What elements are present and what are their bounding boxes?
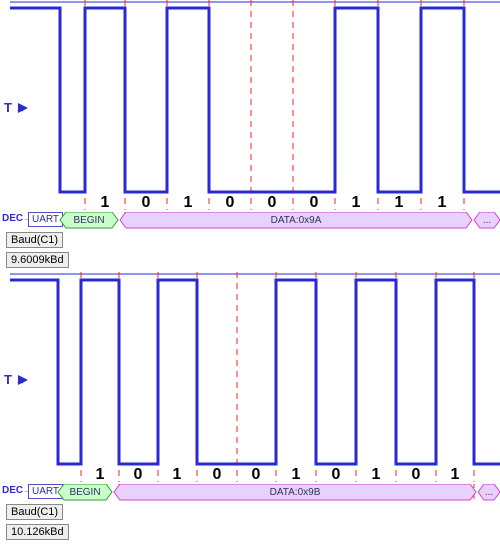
baud-label-box: Baud(C1) bbox=[6, 232, 63, 248]
waveform-svg-1 bbox=[0, 272, 500, 482]
svg-text:...: ... bbox=[485, 487, 493, 498]
baud-label-box: Baud(C1) bbox=[6, 504, 63, 520]
trigger-label: T → bbox=[4, 372, 26, 387]
decode-tail-tag: ... bbox=[474, 212, 500, 228]
waveform-svg-0 bbox=[0, 0, 500, 210]
baud-value-box: 9.6009kBd bbox=[6, 252, 69, 268]
decode-data-tag: DATA:0x9B bbox=[114, 484, 476, 500]
decode-row: DEC→ UART BEGIN DATA:0x9A ... bbox=[0, 210, 500, 232]
scope-panel-1: T → 1010010101 DEC→ UART BEGIN DATA:0x9B… bbox=[0, 272, 500, 544]
uart-trace bbox=[10, 8, 500, 192]
baud-value-box: 10.126kBd bbox=[6, 524, 69, 540]
decode-data-tag: DATA:0x9A bbox=[120, 212, 472, 228]
svg-text:BEGIN: BEGIN bbox=[73, 215, 104, 226]
trigger-label: T → bbox=[4, 100, 26, 115]
wave-area: T → 101000111 bbox=[0, 0, 500, 210]
decode-strip: BEGIN DATA:0x9A ... bbox=[0, 212, 500, 230]
svg-text:DATA:0x9A: DATA:0x9A bbox=[271, 215, 322, 226]
decode-begin-tag: BEGIN bbox=[58, 484, 112, 500]
svg-text:BEGIN: BEGIN bbox=[69, 487, 100, 498]
svg-text:DATA:0x9B: DATA:0x9B bbox=[270, 487, 321, 498]
baud-value-row: 10.126kBd bbox=[0, 524, 500, 544]
decode-strip: BEGIN DATA:0x9B ... bbox=[0, 484, 500, 502]
baud-value-row: 9.6009kBd bbox=[0, 252, 500, 272]
wave-area: T → 1010010101 bbox=[0, 272, 500, 482]
uart-trace bbox=[10, 280, 500, 464]
decode-begin-tag: BEGIN bbox=[60, 212, 118, 228]
baud-info-row: Baud(C1) bbox=[0, 232, 500, 252]
baud-info-row: Baud(C1) bbox=[0, 504, 500, 524]
decode-tail-tag: ... bbox=[478, 484, 500, 500]
svg-text:...: ... bbox=[483, 215, 491, 226]
scope-panel-0: T → 101000111 DEC→ UART BEGIN DATA:0x9A … bbox=[0, 0, 500, 272]
decode-row: DEC→ UART BEGIN DATA:0x9B ... bbox=[0, 482, 500, 504]
